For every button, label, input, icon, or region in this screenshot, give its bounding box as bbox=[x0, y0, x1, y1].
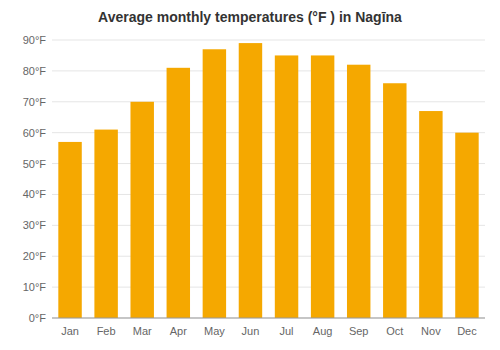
y-tick-label: 70°F bbox=[23, 96, 47, 108]
x-axis-line bbox=[52, 318, 485, 319]
x-axis: Jan Feb Mar Apr May Jun Jul Aug Sep Oct Nov Dec bbox=[61, 325, 477, 337]
y-tick-label: 90°F bbox=[23, 34, 47, 46]
bar bbox=[130, 102, 153, 318]
y-tick-label: 40°F bbox=[23, 188, 47, 200]
y-tick-label: 0°F bbox=[29, 312, 47, 324]
y-tick-label: 60°F bbox=[23, 127, 47, 139]
x-tick-label: Jan bbox=[61, 325, 79, 337]
bar bbox=[94, 130, 117, 318]
bar bbox=[311, 55, 334, 318]
bar bbox=[347, 65, 370, 318]
x-tick-label: May bbox=[204, 325, 225, 337]
title: Average monthly temperatures (°F ) in Na… bbox=[98, 9, 402, 25]
x-tick-label: Nov bbox=[421, 325, 441, 337]
bar bbox=[203, 49, 226, 318]
x-tick-label: Mar bbox=[133, 325, 152, 337]
x-tick-label: Dec bbox=[457, 325, 477, 337]
x-tick-label: Feb bbox=[97, 325, 116, 337]
x-tick-label: Jul bbox=[280, 325, 294, 337]
grid-line bbox=[52, 101, 485, 102]
chart-svg: Average monthly temperatures (°F ) in Na… bbox=[0, 0, 500, 350]
grid-line bbox=[52, 70, 485, 71]
x-tick-label: Aug bbox=[313, 325, 333, 337]
bar bbox=[58, 142, 81, 318]
y-tick-label: 80°F bbox=[23, 65, 47, 77]
bar bbox=[275, 55, 298, 318]
bar bbox=[455, 133, 478, 318]
bar bbox=[167, 68, 190, 318]
chart-container: Average monthly temperatures (°F ) in Na… bbox=[0, 0, 500, 350]
bar bbox=[383, 83, 406, 318]
x-tick-label: Apr bbox=[170, 325, 187, 337]
y-tick-label: 50°F bbox=[23, 158, 47, 170]
x-tick-label: Jun bbox=[242, 325, 260, 337]
grid-line bbox=[52, 40, 485, 41]
y-tick-label: 30°F bbox=[23, 219, 47, 231]
y-tick-label: 20°F bbox=[23, 250, 47, 262]
bar bbox=[419, 111, 442, 318]
grid-line bbox=[52, 318, 485, 319]
y-axis: 0°F 10°F 20°F 30°F 40°F 50°F 60°F 70°F 80°F 90°F bbox=[23, 34, 485, 324]
x-tick-label: Oct bbox=[386, 325, 403, 337]
bars bbox=[58, 43, 478, 318]
x-tick-label: Sep bbox=[349, 325, 369, 337]
y-tick-label: 10°F bbox=[23, 281, 47, 293]
bar bbox=[239, 43, 262, 318]
